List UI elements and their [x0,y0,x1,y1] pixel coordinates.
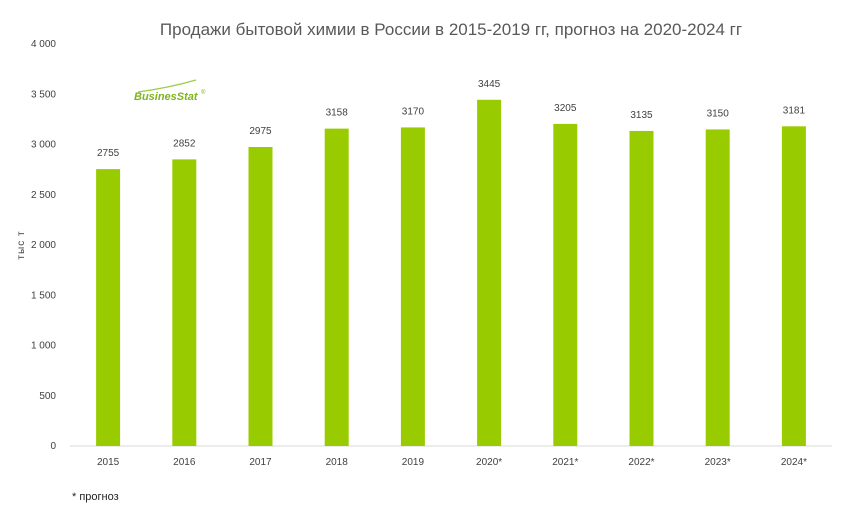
chart-title: Продажи бытовой химии в России в 2015-20… [160,20,742,39]
y-tick-label: 0 [50,441,56,452]
bar [705,129,730,447]
bars: 2755 2852 2975 3158 3170 3445 3205 3135 3150 3181 [96,79,806,447]
logo-trademark: ® [201,89,206,96]
bar [172,159,197,446]
y-tick-label: 2 000 [31,240,56,251]
data-label: 3170 [402,106,425,117]
data-label: 3445 [478,79,501,90]
x-tick-label: 2015 [97,457,120,468]
data-label: 2852 [173,138,196,149]
x-tick-label: 2017 [249,457,272,468]
data-label: 3158 [326,108,349,119]
footnote: * прогноз [72,491,119,503]
data-label: 2755 [97,148,120,159]
y-tick-label: 2 500 [31,190,56,201]
data-label: 3181 [783,105,806,116]
x-tick-label: 2022* [628,457,654,468]
data-label: 2975 [249,126,272,137]
y-tick-label: 3 500 [31,89,56,100]
y-tick-label: 1 000 [31,341,56,352]
data-label: 3135 [630,110,653,121]
data-label: 3205 [554,103,577,114]
x-tick-label: 2018 [326,457,349,468]
y-tick-label: 500 [39,391,56,402]
y-tick-label: 4 000 [31,39,56,50]
bar [248,147,273,446]
bar [477,99,502,446]
bar [324,128,349,446]
x-tick-label: 2016 [173,457,196,468]
x-tick-label: 2024* [781,457,807,468]
x-axis: 2015 2016 2017 2018 2019 2020* 2021* 2022* 2023*… [97,457,807,468]
y-axis: 0 500 1 000 1 500 2 000 2 500 3 000 3 500 4 000 [31,39,56,452]
y-tick-label: 1 500 [31,290,56,301]
businesstat-logo: BusinesStat ® [134,79,206,103]
bar [96,169,121,446]
logo-text: BusinesStat [134,91,199,103]
x-tick-label: 2021* [552,457,578,468]
x-tick-label: 2020* [476,457,502,468]
x-tick-label: 2023* [705,457,731,468]
bar [553,123,578,447]
bar [400,127,425,446]
y-tick-label: 3 000 [31,140,56,151]
data-label: 3150 [707,108,730,119]
y-axis-label: тыс т [16,230,27,259]
bar [781,126,806,446]
bar [629,130,654,446]
x-tick-label: 2019 [402,457,425,468]
